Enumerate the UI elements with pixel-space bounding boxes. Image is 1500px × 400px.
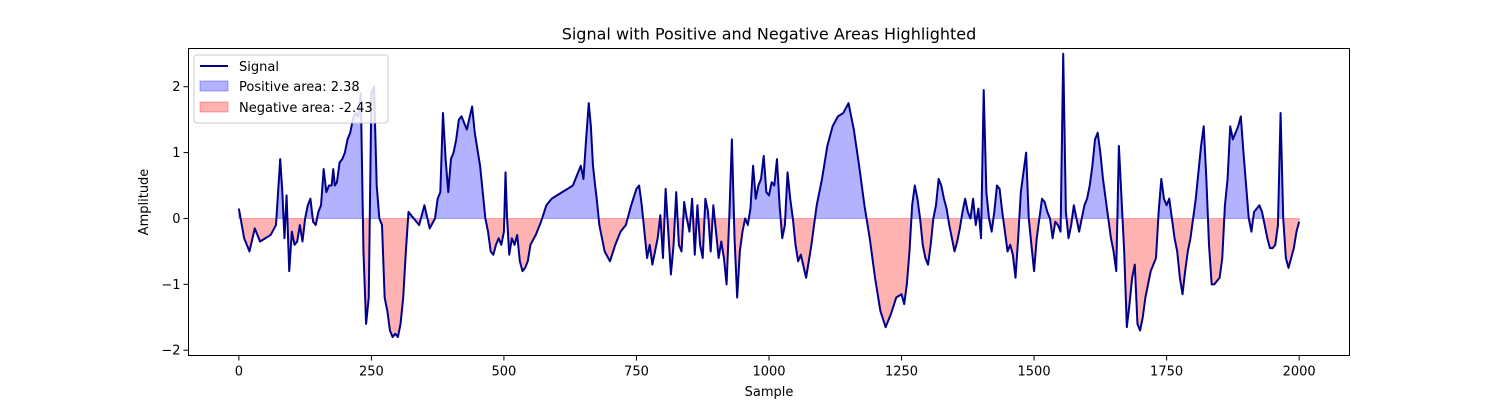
signal-line: [237, 52, 1301, 339]
x-tick-label: 1500: [1018, 365, 1051, 380]
x-tick-label: 2000: [1283, 365, 1316, 380]
y-tick-label: −2: [161, 344, 180, 359]
y-tick-label: −1: [161, 278, 180, 293]
x-axis: 0 250 500 750 1000 1250 1500 1750 2000: [235, 355, 1316, 380]
x-tick-label: 1000: [752, 365, 785, 380]
x-axis-label: Sample: [745, 385, 794, 400]
y-axis: −2 −1 0 1 2: [161, 80, 189, 359]
x-tick-label: 1250: [885, 365, 918, 380]
legend-entry-negative-area: Negative area: -2.43: [239, 101, 373, 116]
x-tick-label: 250: [359, 365, 384, 380]
chart-title: Signal with Positive and Negative Areas …: [562, 25, 977, 44]
legend-positive-swatch: [199, 80, 229, 92]
legend: Signal Positive area: 2.38 Negative area…: [193, 54, 389, 124]
legend-box: [193, 54, 389, 124]
plot-area: [237, 52, 1301, 339]
plot-frame: [188, 48, 1350, 356]
x-tick-label: 750: [624, 365, 649, 380]
legend-negative-swatch: [199, 101, 229, 113]
legend-entry-positive-area: Positive area: 2.38: [239, 80, 360, 95]
y-tick-label: 0: [172, 212, 180, 227]
positive-area-fill: [238, 53, 1284, 219]
y-tick-label: 1: [172, 146, 180, 161]
x-tick-label: 0: [235, 365, 243, 380]
x-tick-label: 1750: [1150, 365, 1183, 380]
legend-entry-signal: Signal: [239, 60, 279, 75]
y-axis-label: Amplitude: [137, 169, 152, 236]
x-tick-label: 500: [492, 365, 517, 380]
y-tick-label: 2: [172, 80, 180, 95]
negative-area-fill: [240, 217, 1300, 339]
